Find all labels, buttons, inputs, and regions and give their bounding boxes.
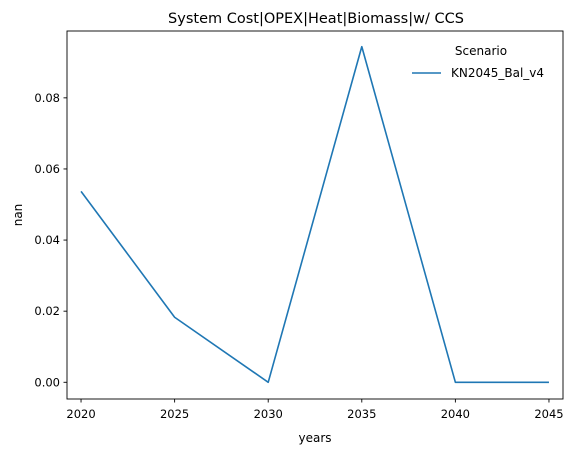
y-tick-label: 0.00: [34, 375, 60, 389]
x-tick-label: 2040: [441, 407, 470, 421]
y-axis-ticks: 0.00 0.02 0.04 0.06 0.08: [34, 91, 67, 389]
x-tick-label: 2045: [534, 407, 563, 421]
x-tick-label: 2035: [347, 407, 376, 421]
x-axis-label: years: [298, 431, 331, 445]
x-tick-label: 2020: [66, 407, 95, 421]
y-tick-label: 0.06: [34, 162, 60, 176]
legend-title: Scenario: [455, 44, 507, 58]
y-tick-label: 0.02: [34, 304, 60, 318]
series-line-KN2045_Bal_v4: [80, 45, 549, 384]
y-tick-label: 0.08: [34, 91, 60, 105]
chart-title: System Cost|OPEX|Heat|Biomass|w/ CCS: [168, 11, 464, 27]
legend-label-KN2045_Bal_v4: KN2045_Bal_v4: [451, 66, 544, 80]
x-tick-label: 2025: [160, 407, 189, 421]
y-tick-label: 0.04: [34, 233, 60, 247]
y-axis-label: nan: [11, 204, 25, 227]
plot-frame: [66, 30, 564, 400]
legend: Scenario KN2045_Bal_v4: [412, 44, 544, 80]
x-tick-label: 2030: [254, 407, 283, 421]
series-layer: [80, 45, 549, 384]
x-axis-ticks: 2020 2025 2030 2035 2040 2045: [66, 399, 564, 421]
